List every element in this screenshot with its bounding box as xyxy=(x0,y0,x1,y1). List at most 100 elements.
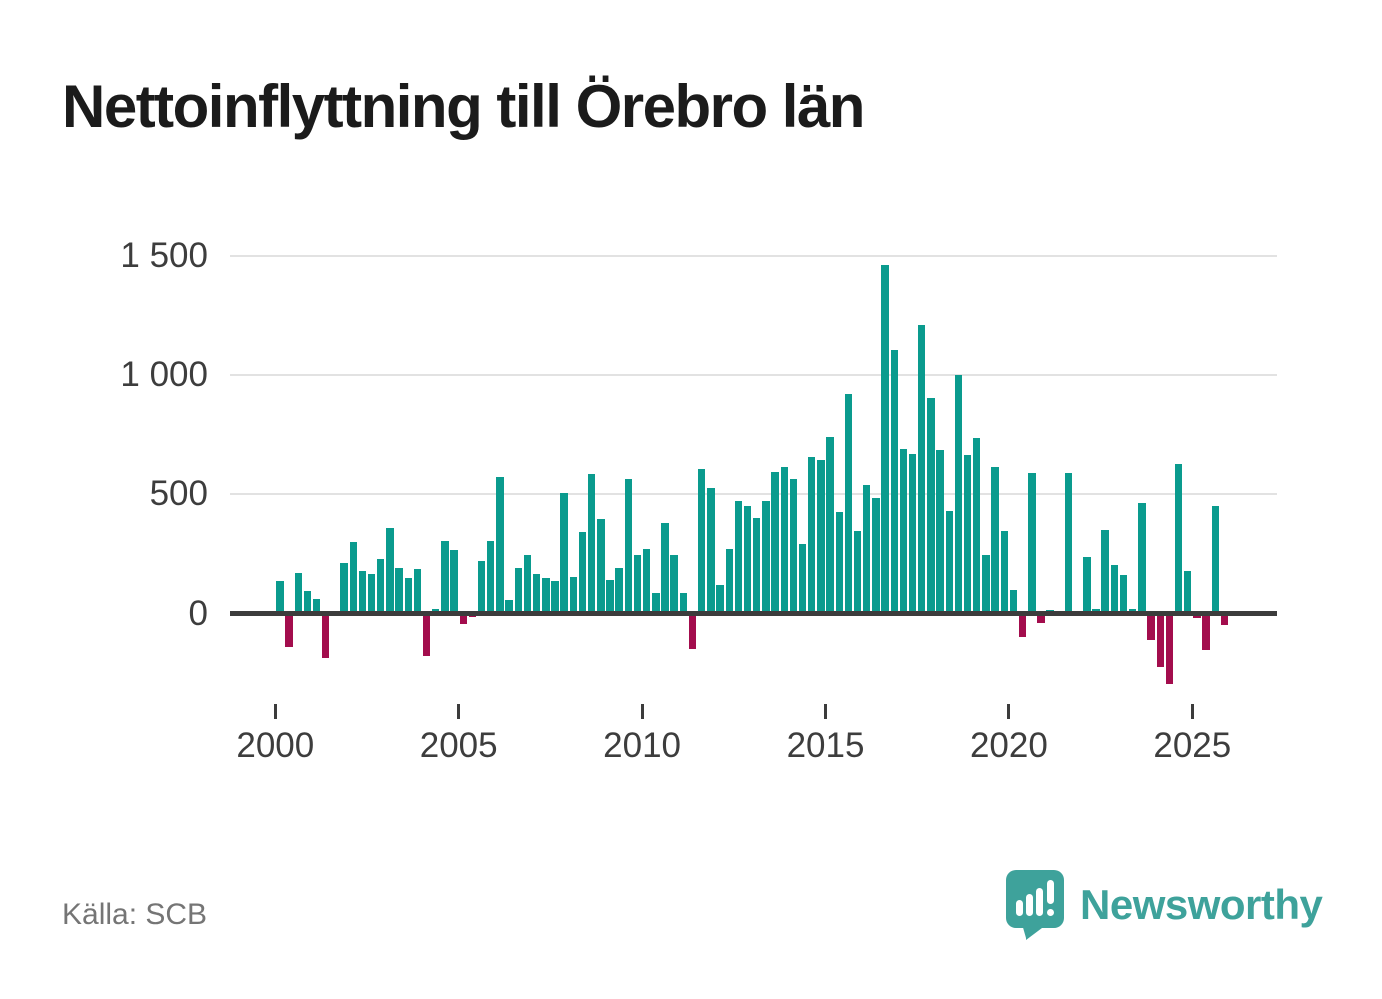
bar-2019Q3 xyxy=(991,466,999,614)
bar-2012Q2 xyxy=(725,549,733,614)
bar-2002Q3 xyxy=(367,574,376,614)
bar-2006Q2 xyxy=(505,600,513,614)
bar-2015Q1 xyxy=(826,436,834,614)
bar-2012Q3 xyxy=(734,501,743,614)
bar-2023Q4 xyxy=(1147,613,1155,640)
bar-2009Q2 xyxy=(615,568,623,614)
bar-2025Q2 xyxy=(1202,613,1210,651)
y-axis-label: 1 000 xyxy=(120,354,208,394)
bar-2004Q3 xyxy=(441,540,449,614)
bar-2020Q3 xyxy=(1028,472,1036,614)
zero-axis-line xyxy=(230,611,1277,616)
bar-2010Q1 xyxy=(642,549,651,614)
bar-2023Q1 xyxy=(1119,575,1128,614)
bar-2002Q4 xyxy=(377,558,385,614)
source-note: Källa: SCB xyxy=(62,898,208,931)
bar-2003Q4 xyxy=(413,569,422,614)
bar-2007Q2 xyxy=(542,577,550,614)
bar-2008Q1 xyxy=(569,576,578,614)
bar-chart-speech-bubble-icon xyxy=(1006,870,1064,940)
bar-2017Q3 xyxy=(918,324,926,614)
bar-2005Q4 xyxy=(487,540,495,614)
bar-2001Q2 xyxy=(322,613,330,658)
bar-2004Q4 xyxy=(450,550,458,614)
bar-2004Q1 xyxy=(422,613,431,657)
bar-2009Q4 xyxy=(633,555,642,614)
x-tick-2020 xyxy=(1007,704,1011,719)
bar-2002Q1 xyxy=(349,541,357,614)
bar-2010Q2 xyxy=(652,593,660,614)
bar-2005Q3 xyxy=(477,561,486,614)
x-axis-label: 2015 xyxy=(786,726,865,765)
bar-2021Q3 xyxy=(1064,472,1073,614)
bar-2016Q4 xyxy=(890,349,898,614)
x-axis-label: 2010 xyxy=(603,726,682,765)
bar-2008Q2 xyxy=(578,532,587,614)
bar-2006Q1 xyxy=(496,477,504,614)
bar-2018Q3 xyxy=(954,374,963,614)
bar-2017Q2 xyxy=(908,453,917,614)
bar-2000Q1 xyxy=(276,581,284,614)
bar-2011Q3 xyxy=(698,469,706,614)
x-tick-2015 xyxy=(824,704,827,719)
x-tick-2000 xyxy=(273,704,277,719)
bar-2015Q3 xyxy=(844,393,853,614)
x-axis-label: 2000 xyxy=(236,726,315,765)
bar-2001Q1 xyxy=(312,599,321,614)
bar-2024Q1 xyxy=(1156,613,1164,668)
bar-2010Q3 xyxy=(661,522,669,614)
newsworthy-logo: Newsworthy xyxy=(1006,870,1323,940)
bar-2019Q2 xyxy=(982,555,990,614)
bar-2020Q4 xyxy=(1037,613,1045,624)
bar-2003Q1 xyxy=(386,527,394,614)
bar-2017Q1 xyxy=(899,448,908,614)
bar-2008Q4 xyxy=(597,519,605,614)
bar-2009Q3 xyxy=(624,478,633,614)
y-axis-label: 0 xyxy=(188,593,208,633)
bar-2016Q2 xyxy=(872,497,880,614)
bar-2014Q4 xyxy=(817,459,825,614)
bar-2008Q3 xyxy=(587,473,596,614)
bar-2018Q1 xyxy=(936,450,944,614)
x-axis-label: 2020 xyxy=(969,726,1048,765)
bar-2013Q4 xyxy=(780,466,788,614)
bar-2005Q1 xyxy=(459,613,467,625)
bar-2006Q3 xyxy=(514,568,522,614)
bar-2003Q2 xyxy=(395,568,403,614)
bar-2016Q1 xyxy=(863,484,871,614)
bar-2019Q1 xyxy=(973,438,981,614)
newsworthy-logo-text: Newsworthy xyxy=(1080,881,1323,928)
bar-2011Q1 xyxy=(679,593,688,614)
x-tick-2005 xyxy=(457,704,461,719)
bar-2012Q4 xyxy=(743,506,752,614)
bar-2000Q2 xyxy=(285,613,293,647)
bar-2000Q3 xyxy=(294,572,302,614)
bar-2006Q4 xyxy=(523,555,532,614)
bar-2025Q4 xyxy=(1220,613,1229,626)
y-axis-label: 1 500 xyxy=(120,235,208,275)
bar-2001Q4 xyxy=(340,563,348,614)
bar-2013Q1 xyxy=(753,518,761,614)
bar-2018Q4 xyxy=(963,454,972,614)
bar-2014Q3 xyxy=(808,457,816,614)
bar-2015Q4 xyxy=(853,531,862,614)
gridline-500 xyxy=(230,493,1277,496)
bar-2022Q3 xyxy=(1101,529,1109,614)
bar-2011Q2 xyxy=(688,613,697,650)
bar-2015Q2 xyxy=(835,512,843,614)
bar-2017Q4 xyxy=(927,397,935,614)
bar-2022Q4 xyxy=(1110,564,1119,614)
bar-2024Q4 xyxy=(1184,570,1192,614)
bar-2010Q4 xyxy=(670,555,678,614)
bar-2014Q1 xyxy=(789,478,798,614)
bar-2003Q3 xyxy=(404,577,412,614)
gridline-1000 xyxy=(230,373,1277,376)
x-tick-2010 xyxy=(640,704,644,719)
bar-2007Q3 xyxy=(551,581,559,614)
page-title: Nettoinflyttning till Örebro län xyxy=(62,73,865,140)
bar-2020Q1 xyxy=(1009,589,1018,614)
bar-2020Q2 xyxy=(1018,613,1027,638)
bar-2000Q4 xyxy=(303,590,312,614)
gridline-1500 xyxy=(230,254,1277,257)
